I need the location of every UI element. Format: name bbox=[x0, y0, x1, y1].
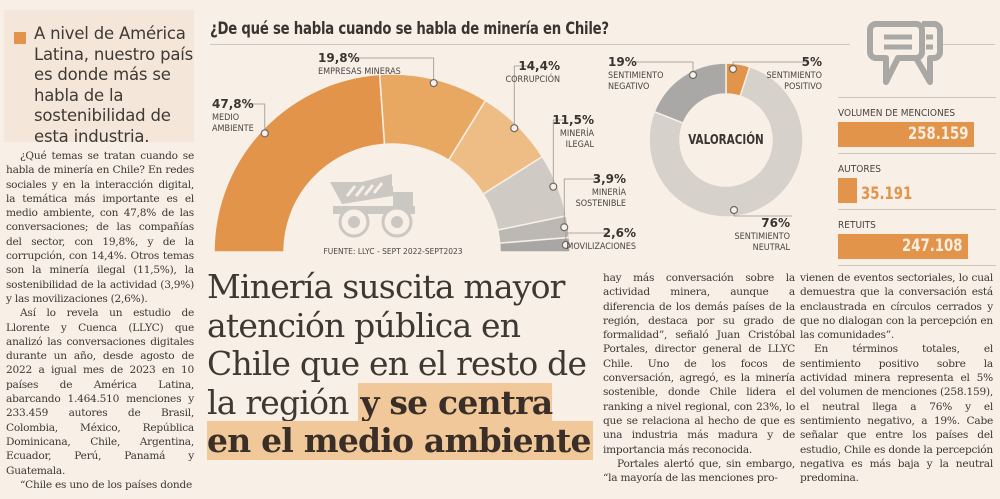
chart-title: ¿De qué se habla cuando se habla de mine… bbox=[210, 19, 609, 39]
segment-value-label: 3,9% bbox=[593, 172, 626, 186]
donut-center-label: VALORACIÓN bbox=[688, 131, 764, 148]
segment-marker bbox=[728, 64, 738, 74]
leader-line bbox=[563, 178, 596, 228]
bar-value: 35.191 bbox=[861, 184, 913, 204]
paragraph: En términos totales, el sentimiento posi… bbox=[800, 343, 993, 485]
leader-line bbox=[244, 103, 266, 134]
segment-category-label: NEUTRAL bbox=[753, 243, 791, 253]
segment-category-label: MINERÍA bbox=[592, 186, 627, 198]
leader-line bbox=[552, 119, 564, 187]
segment-category-label: MINERÍA bbox=[560, 127, 595, 139]
segment-value-label: 19% bbox=[608, 55, 637, 69]
segment-value-label: 2,6% bbox=[603, 226, 636, 240]
headline-highlight: y se centra en el medio ambiente bbox=[207, 382, 593, 460]
segment-value-label: 11,5% bbox=[552, 113, 594, 127]
paragraph: “Chile es uno de los países donde bbox=[20, 478, 192, 491]
bar-volumen-menciones: 258.159 bbox=[838, 122, 974, 147]
segment-marker bbox=[510, 124, 519, 133]
article-column-middle: hay más conversación sobre la actividad … bbox=[603, 271, 795, 485]
bar-autores bbox=[838, 178, 857, 203]
half-donut-segment bbox=[213, 73, 386, 253]
article-column-left: ¿Qué temas se tratan cuando se habla de … bbox=[6, 149, 194, 492]
bar-label: RETUITS bbox=[838, 220, 876, 231]
divider bbox=[838, 97, 996, 98]
segment-category-label: NEGATIVO bbox=[608, 82, 649, 92]
segment-marker bbox=[560, 223, 569, 232]
segment-marker bbox=[561, 240, 570, 249]
divider bbox=[838, 265, 996, 266]
half-donut-segment bbox=[498, 236, 571, 253]
chat-bubbles-icon bbox=[867, 21, 943, 85]
segment-marker bbox=[429, 78, 438, 88]
headline: Minería suscita mayor atención pública e… bbox=[207, 267, 597, 461]
segment-category-label: ILEGAL bbox=[566, 140, 595, 150]
paragraph: Así lo revela un estudio de Llorente y C… bbox=[6, 307, 194, 477]
mining-truck-icon bbox=[330, 174, 415, 238]
divider bbox=[940, 44, 995, 45]
sentiment-donut-chart: 5%SENTIMIENTOPOSITIVO76%SENTIMIENTONEUTR… bbox=[608, 55, 822, 253]
stats-bar-chart: VOLUMEN DE MENCIONES 258.159 AUTORES 35.… bbox=[838, 97, 998, 266]
bar-label: VOLUMEN DE MENCIONES bbox=[838, 108, 956, 119]
pull-quote: A nivel de América Latina, nuestro país … bbox=[4, 10, 194, 146]
segment-category-label: SENTIMIENTO bbox=[734, 232, 790, 242]
leader-line bbox=[350, 57, 435, 84]
donut-segment bbox=[653, 62, 727, 125]
segment-category-label: MEDIO bbox=[212, 113, 239, 123]
segment-marker bbox=[688, 70, 698, 80]
headline-plain: Minería suscita mayor atención pública e… bbox=[207, 267, 587, 422]
chart-source: FUENTE: LLYC - SEPT 2022-SEPT2023 bbox=[323, 247, 462, 256]
segment-value-label: 5% bbox=[802, 55, 822, 69]
paragraph: vienen de eventos sectoriales, lo cual d… bbox=[800, 272, 993, 342]
segment-category-label: SOSTENIBLE bbox=[576, 199, 626, 209]
segment-category-label: AMBIENTE bbox=[212, 124, 254, 134]
donut-segment bbox=[648, 65, 804, 218]
article-column-right: vienen de eventos sectoriales, lo cual d… bbox=[800, 271, 993, 485]
bar-retuits: 247.108 bbox=[838, 234, 968, 259]
paragraph: ¿Qué temas se tratan cuando se habla de … bbox=[6, 150, 194, 305]
bullet-square-icon bbox=[14, 32, 26, 44]
divider bbox=[838, 209, 996, 210]
segment-category-label: MOVILIZACIONES bbox=[566, 242, 636, 252]
segment-marker bbox=[729, 205, 739, 215]
leader-line bbox=[632, 61, 694, 75]
paragraph: hay más conversación sobre la actividad … bbox=[603, 272, 795, 456]
segment-value-label: 76% bbox=[761, 216, 790, 230]
segment-value-label: 14,4% bbox=[518, 59, 560, 73]
pull-quote-text: A nivel de América Latina, nuestro país … bbox=[34, 24, 194, 146]
bar-value: 247.108 bbox=[901, 236, 962, 256]
bar-value: 258.159 bbox=[907, 124, 968, 144]
segment-value-label: 19,8% bbox=[318, 51, 360, 65]
segment-marker bbox=[549, 182, 558, 191]
paragraph: Portales alertó que, sin embargo, “la ma… bbox=[603, 457, 795, 485]
divider bbox=[210, 44, 850, 45]
segment-category-label: CORRUPCIÓN bbox=[505, 73, 560, 85]
segment-category-label: POSITIVO bbox=[784, 82, 822, 92]
segment-category-label: SENTIMIENTO bbox=[766, 71, 822, 81]
segment-category-label: SENTIMIENTO bbox=[608, 71, 664, 81]
bar-label: AUTORES bbox=[838, 164, 881, 175]
segment-value-label: 47,8% bbox=[212, 97, 254, 111]
segment-marker bbox=[260, 129, 269, 138]
divider bbox=[838, 153, 996, 154]
segment-category-label: EMPRESAS MINERAS bbox=[318, 67, 401, 77]
chat-lines bbox=[884, 34, 933, 50]
leader-line bbox=[513, 65, 530, 129]
